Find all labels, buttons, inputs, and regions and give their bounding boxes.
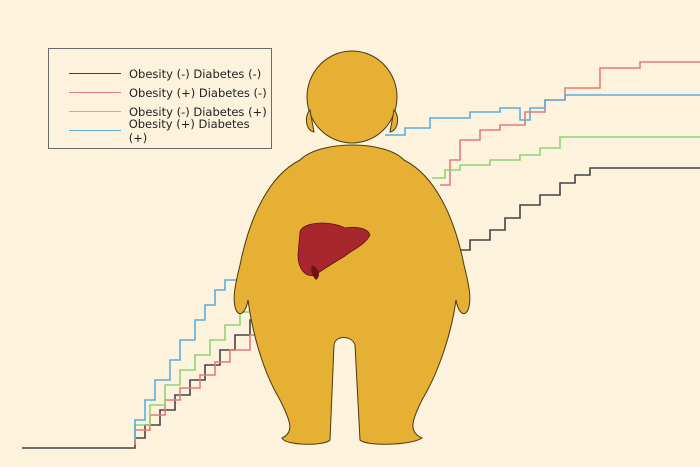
obese-person-illustration — [233, 50, 471, 445]
legend-label: Obesity (-) Diabetes (-) — [129, 66, 262, 81]
curve-obesity-neg-diabetes-neg — [22, 167, 700, 449]
legend-label: Obesity (+) Diabetes (+) — [128, 116, 250, 145]
legend-label: Obesity (-) Diabetes (+) — [129, 104, 267, 119]
legend-swatch — [69, 73, 121, 74]
legend-swatch — [69, 111, 121, 112]
legend: Obesity (-) Diabetes (-) Obesity (+) Dia… — [48, 48, 272, 149]
liver-icon — [297, 222, 371, 280]
legend-item: Obesity (+) Diabetes (-) — [69, 83, 271, 102]
legend-item: Obesity (+) Diabetes (+) — [69, 117, 271, 145]
curve-obesity-pos-diabetes-pos — [134, 94, 700, 440]
legend-swatch — [69, 130, 121, 131]
legend-item: Obesity (-) Diabetes (-) — [69, 64, 271, 83]
legend-item: Obesity (-) Diabetes (+) — [69, 102, 271, 121]
legend-swatch — [69, 92, 121, 93]
legend-label: Obesity (+) Diabetes (-) — [129, 85, 267, 100]
